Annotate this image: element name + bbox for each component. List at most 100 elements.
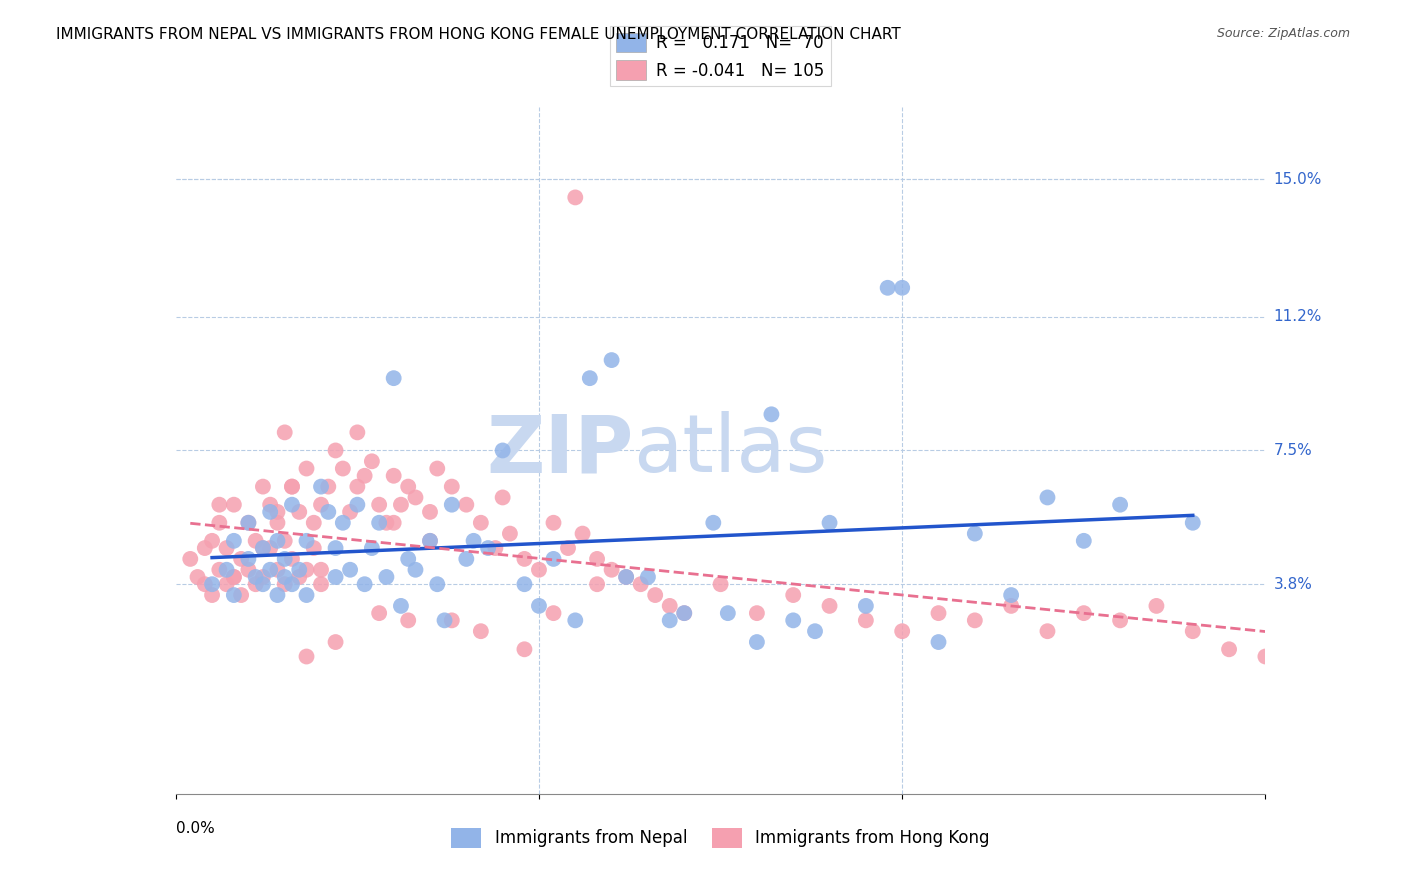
- Point: [818, 516, 841, 530]
- Point: [281, 577, 304, 591]
- Point: [586, 577, 609, 591]
- Point: [266, 516, 288, 530]
- Point: [245, 577, 267, 591]
- Point: [630, 577, 652, 591]
- Point: [456, 552, 478, 566]
- Point: [295, 533, 318, 548]
- Point: [186, 570, 209, 584]
- Point: [1000, 588, 1022, 602]
- Text: 7.5%: 7.5%: [1274, 443, 1312, 458]
- Point: [274, 552, 297, 566]
- Point: [855, 599, 877, 613]
- Point: [717, 606, 740, 620]
- Point: [295, 461, 318, 475]
- Point: [673, 606, 696, 620]
- Point: [288, 570, 311, 584]
- Point: [346, 498, 368, 512]
- Point: [600, 353, 623, 368]
- Point: [309, 498, 332, 512]
- Point: [318, 480, 340, 494]
- Point: [382, 468, 405, 483]
- Text: 15.0%: 15.0%: [1274, 172, 1322, 186]
- Point: [513, 577, 536, 591]
- Point: [440, 498, 463, 512]
- Point: [513, 642, 536, 657]
- Point: [382, 516, 405, 530]
- Point: [325, 541, 347, 555]
- Point: [419, 505, 441, 519]
- Point: [963, 613, 986, 627]
- Point: [745, 606, 768, 620]
- Point: [346, 425, 368, 440]
- Point: [470, 516, 492, 530]
- Point: [259, 498, 281, 512]
- Text: IMMIGRANTS FROM NEPAL VS IMMIGRANTS FROM HONG KONG FEMALE UNEMPLOYMENT CORRELATI: IMMIGRANTS FROM NEPAL VS IMMIGRANTS FROM…: [56, 27, 901, 42]
- Point: [238, 552, 260, 566]
- Point: [891, 624, 914, 639]
- Point: [782, 588, 804, 602]
- Point: [1109, 613, 1132, 627]
- Point: [405, 563, 427, 577]
- Point: [245, 533, 267, 548]
- Point: [1073, 606, 1095, 620]
- Point: [564, 613, 586, 627]
- Point: [231, 588, 253, 602]
- Point: [288, 505, 311, 519]
- Point: [1181, 624, 1204, 639]
- Point: [339, 505, 361, 519]
- Point: [710, 577, 733, 591]
- Point: [281, 480, 304, 494]
- Point: [876, 281, 898, 295]
- Point: [492, 491, 515, 505]
- Point: [238, 516, 260, 530]
- Point: [782, 613, 804, 627]
- Point: [332, 461, 354, 475]
- Point: [368, 498, 391, 512]
- Point: [396, 613, 419, 627]
- Point: [440, 613, 463, 627]
- Point: [761, 407, 783, 421]
- Point: [360, 541, 382, 555]
- Point: [470, 624, 492, 639]
- Text: ZIP: ZIP: [486, 411, 633, 490]
- Point: [222, 570, 245, 584]
- Point: [419, 533, 441, 548]
- Point: [325, 635, 347, 649]
- Point: [259, 505, 281, 519]
- Text: Source: ZipAtlas.com: Source: ZipAtlas.com: [1216, 27, 1350, 40]
- Point: [353, 577, 375, 591]
- Point: [564, 190, 586, 204]
- Point: [302, 516, 325, 530]
- Point: [456, 498, 478, 512]
- Point: [274, 425, 297, 440]
- Point: [477, 541, 499, 555]
- Point: [614, 570, 637, 584]
- Point: [368, 516, 391, 530]
- Point: [389, 599, 412, 613]
- Point: [527, 599, 550, 613]
- Point: [353, 468, 375, 483]
- Point: [295, 588, 318, 602]
- Point: [368, 606, 391, 620]
- Point: [238, 516, 260, 530]
- Point: [928, 635, 950, 649]
- Point: [252, 541, 274, 555]
- Point: [231, 552, 253, 566]
- Point: [1218, 642, 1240, 657]
- Point: [266, 588, 288, 602]
- Point: [238, 563, 260, 577]
- Text: atlas: atlas: [633, 411, 828, 490]
- Point: [295, 563, 318, 577]
- Point: [274, 533, 297, 548]
- Point: [194, 577, 217, 591]
- Point: [222, 498, 245, 512]
- Point: [543, 606, 565, 620]
- Point: [440, 480, 463, 494]
- Point: [1073, 533, 1095, 548]
- Point: [543, 516, 565, 530]
- Point: [318, 505, 340, 519]
- Point: [433, 613, 456, 627]
- Point: [963, 526, 986, 541]
- Point: [201, 588, 224, 602]
- Point: [1146, 599, 1168, 613]
